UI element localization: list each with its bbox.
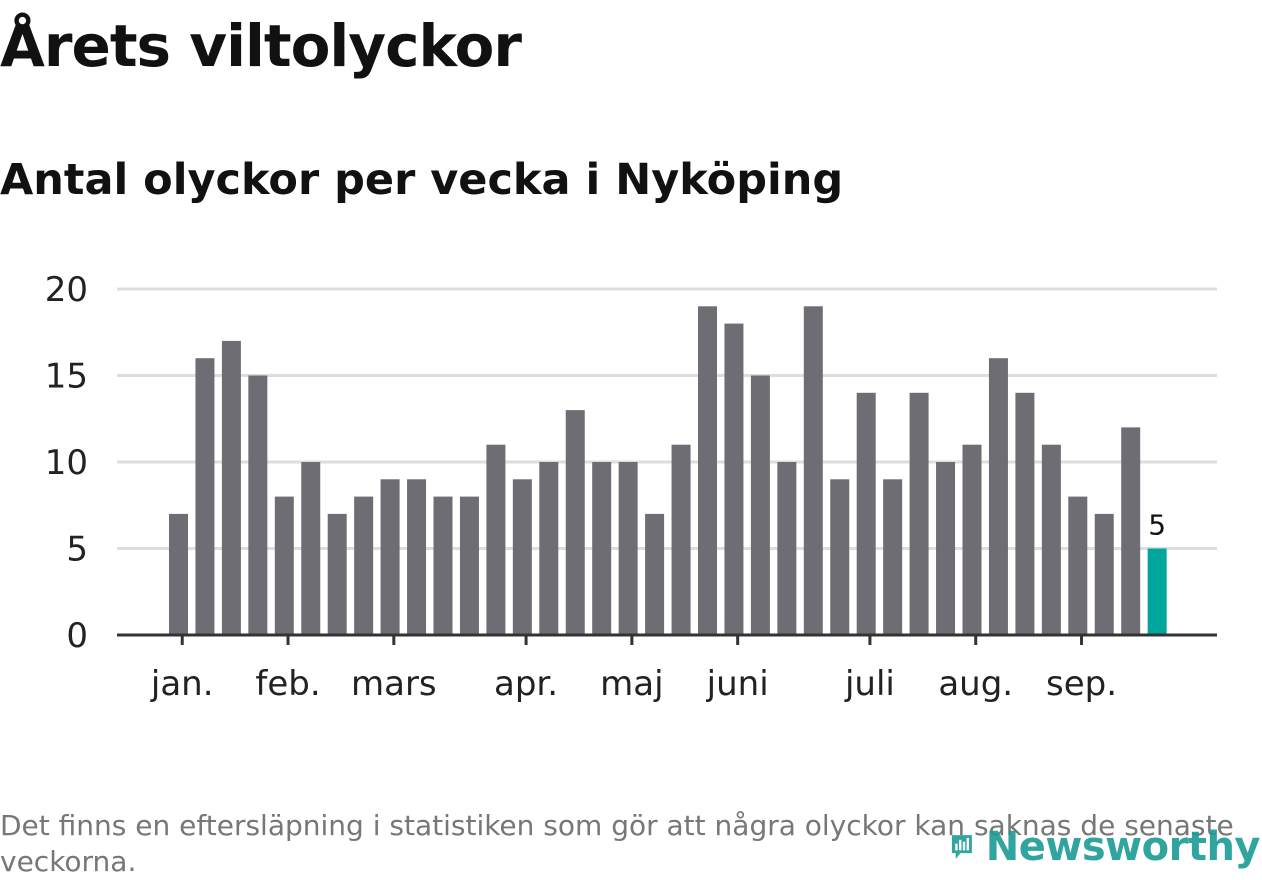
x-tick-label: jan. — [150, 664, 214, 704]
bar-chart: 0 5 10 15 20 5 jan. feb. mars apr. maj juni juli aug.… — [45, 270, 1217, 704]
bar — [1015, 392, 1035, 635]
brand-name: Newsworthy — [985, 824, 1261, 870]
bar — [459, 496, 479, 635]
bar — [724, 323, 744, 635]
bar — [1041, 444, 1061, 635]
bar — [803, 306, 823, 635]
x-tick-label: maj — [600, 664, 663, 704]
bar — [909, 392, 929, 635]
bar — [592, 462, 612, 635]
bar — [698, 306, 717, 635]
bar — [1121, 427, 1141, 635]
x-tick-label: feb. — [255, 664, 320, 704]
bar — [433, 496, 453, 635]
y-tick-label: 15 — [45, 357, 88, 397]
bar — [618, 462, 638, 635]
y-tick-label: 5 — [66, 530, 88, 570]
bar — [407, 479, 427, 635]
x-tick-label: mars — [351, 664, 437, 704]
axis-labels: 0 5 10 15 20 5 jan. feb. mars apr. maj juni juli aug.… — [45, 270, 1166, 704]
y-tick-label: 20 — [45, 270, 88, 310]
x-tick-label: juli — [844, 664, 895, 704]
bar — [830, 479, 850, 635]
bar-latest-week — [1147, 548, 1167, 635]
bar — [1068, 496, 1088, 635]
bar — [354, 496, 374, 635]
x-axis — [117, 633, 1217, 645]
x-tick-label: aug. — [938, 664, 1013, 704]
x-tick-label: juni — [706, 664, 769, 704]
bar — [962, 444, 982, 635]
bar — [565, 410, 585, 635]
bar — [169, 513, 188, 635]
bar — [512, 479, 532, 635]
bar — [1094, 513, 1114, 635]
bar — [380, 479, 400, 635]
bar — [671, 444, 691, 635]
bar — [301, 462, 321, 635]
bars — [169, 306, 1167, 635]
bar — [988, 358, 1008, 635]
bar — [856, 392, 876, 635]
y-tick-label: 10 — [45, 443, 88, 483]
bar — [486, 444, 506, 635]
chart-subtitle: Antal olyckor per vecka i Nyköping — [0, 155, 844, 205]
bar — [248, 375, 268, 635]
bar — [327, 513, 347, 635]
bar — [539, 462, 559, 635]
data-label: 5 — [1148, 509, 1166, 542]
newsworthy-icon — [951, 835, 972, 859]
bar — [221, 340, 241, 635]
y-tick-label: 0 — [66, 616, 88, 656]
bar — [195, 358, 215, 635]
x-tick-label: sep. — [1046, 664, 1117, 704]
bar — [274, 496, 294, 635]
bar — [777, 462, 797, 635]
x-tick-label: apr. — [494, 664, 558, 704]
bar — [645, 513, 665, 635]
footnote: Det finns en eftersläpning i statistiken… — [0, 809, 1234, 878]
bar — [750, 375, 770, 635]
bar — [883, 479, 903, 635]
newsworthy-logo[interactable]: Newsworthy — [950, 818, 1261, 876]
bar — [936, 462, 956, 635]
chart-title: Årets viltolyckor — [0, 12, 522, 80]
